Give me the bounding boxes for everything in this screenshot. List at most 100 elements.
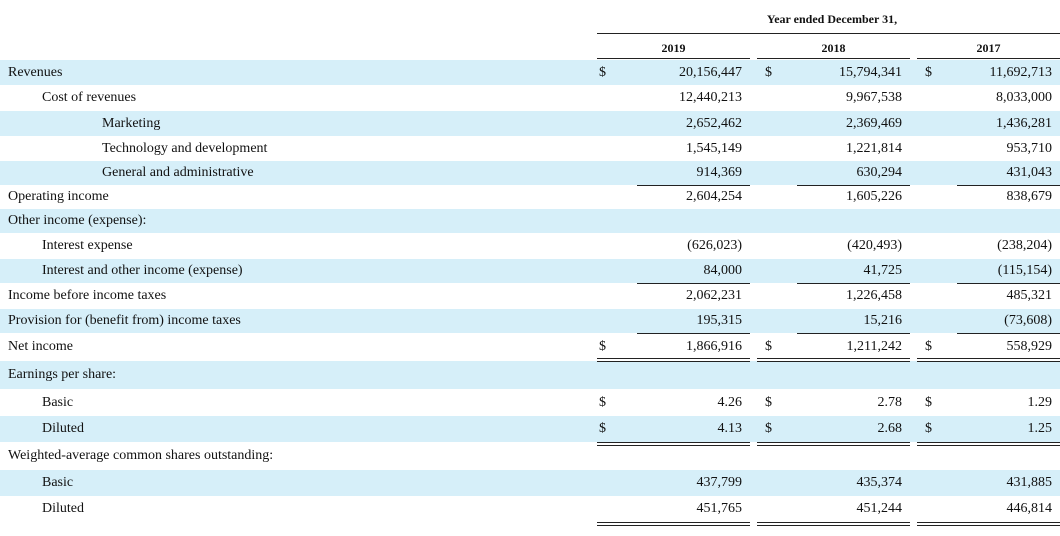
cell-value: 2.78: [877, 395, 903, 410]
total-rule: [597, 445, 750, 446]
row-label: Provision for (benefit from) income taxe…: [8, 313, 241, 328]
total-rule: [917, 445, 1060, 446]
total-rule: [757, 445, 910, 446]
row-band: [0, 470, 1060, 496]
cell-value: 451,765: [696, 501, 743, 516]
year-header: 2017: [976, 41, 1001, 55]
cell-value: 838,679: [1006, 189, 1053, 204]
total-rule: [597, 358, 750, 359]
year-rule: [757, 58, 910, 59]
cell-value: 435,374: [856, 475, 903, 490]
year-rule: [917, 58, 1060, 59]
currency-symbol: $: [599, 339, 606, 354]
currency-symbol: $: [765, 421, 772, 436]
cell-value: 437,799: [696, 475, 743, 490]
subtotal-rule: [957, 185, 1060, 186]
cell-value: 15,216: [863, 313, 903, 328]
row-label: Interest and other income (expense): [42, 263, 243, 278]
total-rule: [597, 525, 750, 526]
currency-symbol: $: [599, 421, 606, 436]
cell-value: 1.29: [1027, 395, 1053, 410]
cell-value: (115,154): [997, 263, 1052, 278]
subtotal-rule: [797, 283, 910, 284]
subtotal-rule: [797, 185, 910, 186]
cell-value: 2,369,469: [846, 116, 902, 131]
cell-value: 451,244: [856, 501, 903, 516]
cell-value: 446,814: [1006, 501, 1053, 516]
currency-symbol: $: [599, 65, 606, 80]
row-band: [0, 361, 1060, 389]
cell-value: 2.68: [877, 421, 903, 436]
year-header: 2018: [821, 41, 846, 55]
subtotal-rule: [797, 333, 910, 334]
year-rule: [597, 58, 750, 59]
header-rule: [597, 33, 1060, 34]
cell-value: 1,436,281: [996, 116, 1052, 131]
row-band: [0, 416, 1060, 442]
row-label: Weighted-average common shares outstandi…: [8, 448, 274, 463]
subtotal-rule: [957, 333, 1060, 334]
cell-value: 485,321: [1006, 288, 1053, 303]
cell-value: (420,493): [847, 238, 902, 253]
total-rule: [757, 525, 910, 526]
cell-value: 1,545,149: [686, 141, 742, 156]
cell-value: 1,226,458: [846, 288, 902, 303]
period-header: Year ended December 31,: [766, 12, 898, 26]
total-rule: [917, 442, 1060, 443]
total-rule: [917, 522, 1060, 523]
cell-value: 4.26: [717, 395, 743, 410]
cell-value: 2,062,231: [686, 288, 742, 303]
cell-value: 1,211,242: [846, 339, 902, 354]
row-band: [0, 161, 1060, 185]
cell-value: 84,000: [703, 263, 743, 278]
row-label: Basic: [42, 475, 74, 490]
subtotal-rule: [637, 333, 750, 334]
row-band: [0, 309, 1060, 333]
subtotal-rule: [957, 283, 1060, 284]
row-label: Diluted: [42, 501, 84, 516]
row-label: Revenues: [8, 65, 63, 80]
cell-value: 914,369: [696, 165, 743, 180]
cell-value: 195,315: [696, 313, 743, 328]
currency-symbol: $: [925, 65, 932, 80]
cell-value: 2,604,254: [686, 189, 742, 204]
total-rule: [597, 522, 750, 523]
total-rule: [757, 522, 910, 523]
row-label: Cost of revenues: [42, 90, 137, 105]
cell-value: 431,043: [1006, 165, 1053, 180]
cell-value: 15,794,341: [839, 65, 902, 80]
row-band: [0, 259, 1060, 283]
total-rule: [757, 358, 910, 359]
total-rule: [597, 361, 750, 362]
currency-symbol: $: [765, 339, 772, 354]
cell-value: 1,221,814: [846, 141, 902, 156]
cell-value: 558,929: [1006, 339, 1053, 354]
cell-value: 1,866,916: [686, 339, 742, 354]
cell-value: (238,204): [997, 238, 1052, 253]
currency-symbol: $: [765, 395, 772, 410]
currency-symbol: $: [765, 65, 772, 80]
total-rule: [597, 442, 750, 443]
row-label: Basic: [42, 395, 74, 410]
row-label: Other income (expense):: [8, 213, 147, 228]
cell-value: 630,294: [856, 165, 903, 180]
currency-symbol: $: [925, 421, 932, 436]
row-band: [0, 209, 1060, 233]
cell-value: (626,023): [687, 238, 742, 253]
cell-value: 1.25: [1027, 421, 1053, 436]
currency-symbol: $: [925, 395, 932, 410]
row-label: Income before income taxes: [8, 288, 167, 303]
cell-value: 2,652,462: [686, 116, 742, 131]
cell-value: (73,608): [1004, 313, 1052, 328]
row-label: Marketing: [102, 116, 161, 131]
year-header: 2019: [661, 41, 686, 55]
row-label: Net income: [8, 339, 73, 354]
total-rule: [917, 525, 1060, 526]
currency-symbol: $: [599, 395, 606, 410]
total-rule: [917, 358, 1060, 359]
row-label: Technology and development: [102, 141, 268, 156]
total-rule: [757, 442, 910, 443]
row-label: General and administrative: [102, 165, 254, 180]
row-band: [0, 60, 1060, 85]
row-label: Operating income: [8, 189, 109, 204]
